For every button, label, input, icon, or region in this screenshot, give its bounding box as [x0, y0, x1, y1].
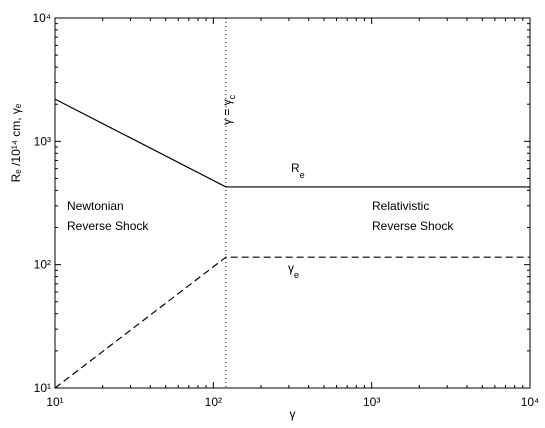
- y-tick-label: 10⁴: [32, 11, 51, 25]
- annotation: Re: [291, 161, 305, 180]
- x-tick-label: 10²: [205, 395, 222, 409]
- line: [54, 256, 530, 389]
- annotation: Relativistic: [372, 199, 429, 213]
- plot-frame: [54, 17, 531, 389]
- x-tick-label: 10³: [363, 395, 380, 409]
- annotation: Reverse Shock: [372, 219, 454, 233]
- annotation-text: Newtonian: [67, 199, 124, 213]
- reference-label-sub: c: [227, 94, 237, 99]
- x-axis-label: γ: [290, 407, 296, 421]
- annotation-sub: e: [300, 170, 305, 180]
- annotation-text: γ: [288, 261, 294, 275]
- annotation: Newtonian: [67, 199, 124, 213]
- reference-label: γ = γc: [220, 94, 237, 125]
- annotation-sub: e: [294, 270, 299, 280]
- annotation-text: Relativistic: [372, 199, 429, 213]
- reference-label-text: γ = γ: [220, 99, 234, 125]
- x-tick-label: 10¹: [46, 395, 63, 409]
- y-tick-label: 10³: [34, 134, 51, 148]
- annotation-text: Reverse Shock: [372, 219, 454, 233]
- annotation-text: Reverse Shock: [67, 219, 149, 233]
- x-tick-label: 10⁴: [521, 395, 540, 409]
- annotation: γe: [288, 261, 299, 280]
- y-axis-label: Rₑ /10¹⁴ cm, γₑ: [9, 103, 23, 182]
- annotation-text: R: [291, 161, 300, 175]
- annotation: Reverse Shock: [67, 219, 149, 233]
- y-tick-label: 10¹: [34, 381, 51, 395]
- y-tick-label: 10²: [34, 258, 51, 272]
